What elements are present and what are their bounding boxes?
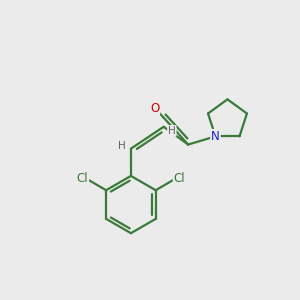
Text: N: N	[211, 130, 220, 143]
Text: Cl: Cl	[76, 172, 88, 185]
Text: H: H	[118, 141, 126, 151]
Text: O: O	[150, 102, 159, 115]
Text: Cl: Cl	[174, 172, 185, 185]
Text: H: H	[168, 126, 176, 136]
